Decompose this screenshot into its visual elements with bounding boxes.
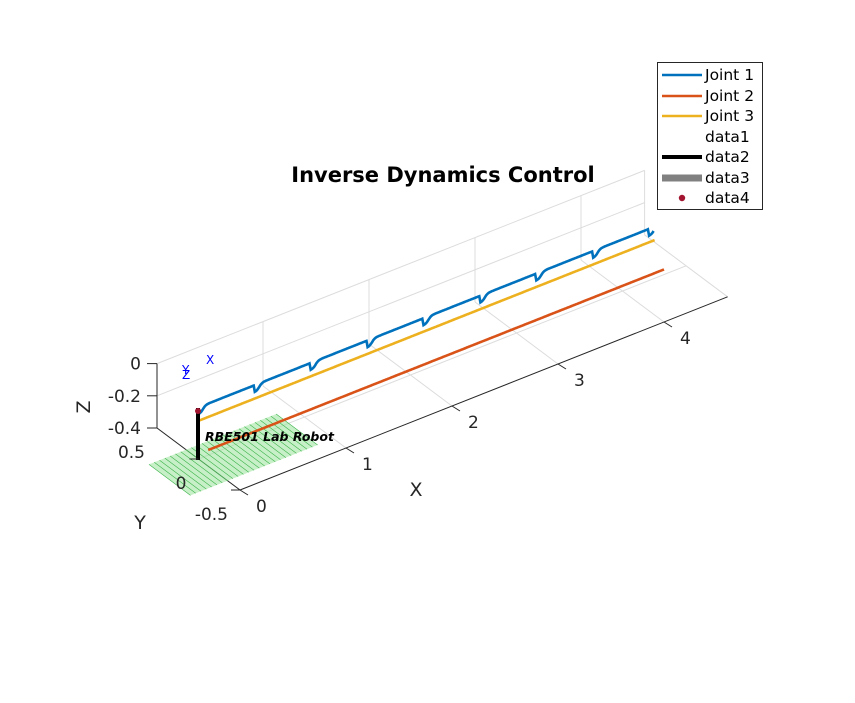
legend-item[interactable]: Joint 2	[658, 86, 764, 106]
axis-labels: X Y Z	[73, 400, 423, 534]
x-tick-mark	[557, 363, 567, 370]
legend-symbol	[662, 155, 702, 159]
legend-symbol	[662, 174, 702, 181]
series-lines	[197, 227, 665, 452]
legend-swatch	[678, 194, 686, 202]
robot-arm	[195, 408, 201, 460]
floor-hatch	[154, 462, 196, 494]
legend-item[interactable]: Joint 3	[658, 106, 764, 126]
grid-lines	[156, 169, 728, 491]
legend-label: data1	[705, 127, 750, 146]
legend-symbol	[662, 114, 702, 118]
floor-hatch	[148, 464, 191, 496]
legend-label: Joint 2	[705, 86, 755, 105]
z-tick-label: -0.2	[108, 387, 141, 407]
robot-base-floor	[148, 413, 318, 496]
tick-labels: 0 1 2 3 4 -0.5 0 0.5 -0.4 -0.2 0	[108, 321, 691, 525]
y-tick-label: 0.5	[118, 443, 145, 463]
y-tick-label: -0.5	[195, 505, 228, 525]
floor-hatch	[180, 451, 223, 484]
x-tick-mark	[345, 447, 355, 454]
floor-hatch	[159, 459, 202, 492]
chart-title: Inverse Dynamics Control	[291, 163, 595, 187]
x-tick-mark	[239, 489, 249, 496]
legend-label: Joint 1	[705, 66, 755, 84]
floor-hatch	[185, 449, 228, 481]
legend-item[interactable]: Joint 1	[658, 65, 764, 85]
annotations: RBE501 Lab Robot X YZ	[181, 353, 335, 444]
legend-symbol	[662, 94, 702, 97]
x-tick-label: 3	[574, 371, 585, 391]
legend-symbol	[662, 73, 702, 77]
frame-z-label: Z	[182, 368, 190, 382]
x-axis-label: X	[409, 479, 422, 501]
x-tick-label: 1	[362, 455, 373, 475]
series-joint-2	[207, 268, 665, 452]
x-tick-label: 4	[680, 329, 691, 349]
z-tick-label: -0.4	[108, 419, 141, 439]
series-joint-3	[198, 238, 656, 422]
legend-item[interactable]: data4	[658, 188, 764, 208]
legend-symbol	[662, 127, 702, 147]
legend-label: data2	[705, 148, 750, 166]
grid-line	[644, 234, 728, 298]
x-tick-mark	[663, 321, 673, 328]
grid-line	[156, 202, 645, 397]
legend-item[interactable]: data1	[658, 127, 764, 147]
legend-label: data3	[705, 168, 750, 187]
frame-x-label: X	[206, 353, 214, 367]
legend[interactable]: Joint 1 Joint 2 Joint 3 data1 data2 data3 data…	[657, 62, 763, 210]
y-tick-label: 0	[176, 474, 187, 494]
robot-joint-marker	[195, 408, 201, 414]
x-tick-mark	[451, 405, 461, 412]
floor-hatch	[196, 445, 239, 477]
x-tick-label: 0	[256, 497, 267, 517]
legend-item[interactable]: data3	[658, 168, 764, 188]
floor-hatch	[164, 457, 207, 490]
robot-label: RBE501 Lab Robot	[205, 429, 335, 444]
z-tick-label: 0	[130, 355, 141, 375]
legend-item[interactable]: data2	[658, 147, 764, 167]
frame-y-label: Y	[181, 363, 190, 377]
z-axis-label: Z	[73, 400, 95, 413]
x-axis-line	[239, 296, 728, 491]
y-axis-label: Y	[133, 512, 146, 534]
legend-label: Joint 3	[705, 107, 755, 125]
grid-line	[156, 169, 645, 365]
series-joint-1	[197, 227, 655, 416]
floor-hatch	[175, 453, 218, 486]
legend-label: data4	[705, 189, 750, 207]
floor-hatch	[169, 455, 212, 488]
legend-symbol	[678, 194, 686, 202]
x-tick-label: 2	[468, 413, 479, 433]
